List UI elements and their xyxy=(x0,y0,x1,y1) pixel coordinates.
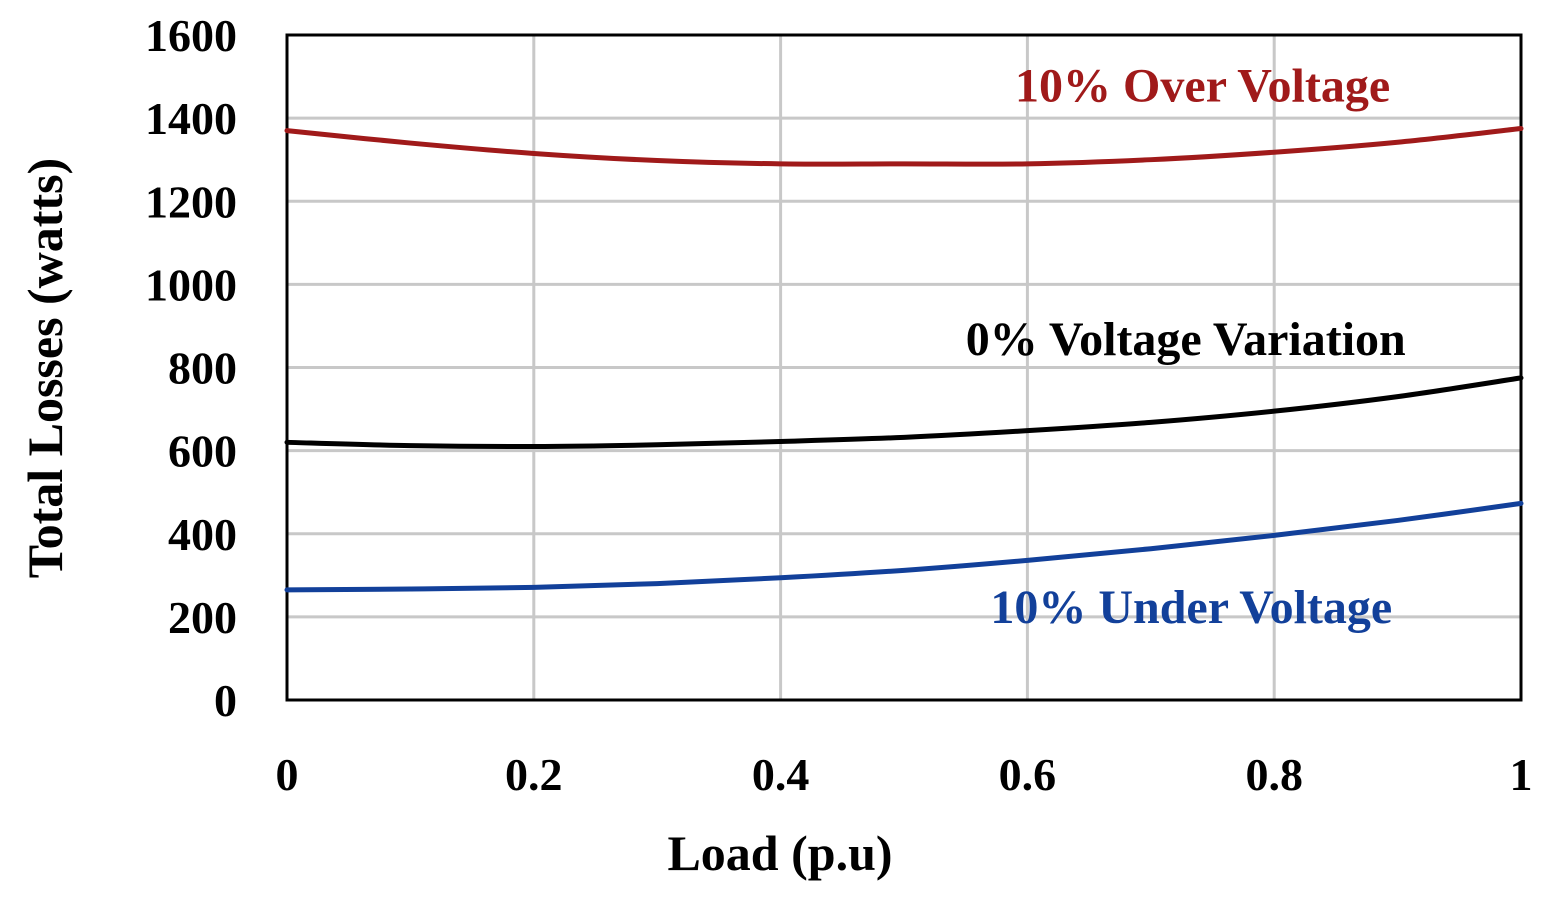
series-group xyxy=(284,126,1524,593)
y-axis-title: Total Losses (watts) xyxy=(17,158,73,578)
y-tick-label: 200 xyxy=(168,592,237,643)
series-labels: 10% Over Voltage 0% Voltage Variation 10% … xyxy=(966,60,1406,635)
y-tick-label: 1000 xyxy=(145,259,237,310)
x-tick-label: 0.8 xyxy=(1245,749,1303,800)
series-line-10pct-over-voltage xyxy=(284,126,1524,167)
series-label-10pct-over-voltage: 10% Over Voltage xyxy=(1015,60,1390,113)
y-tick-label: 600 xyxy=(168,426,237,477)
x-tick-label: 0.4 xyxy=(752,749,810,800)
series-label-0pct-voltage-variation: 0% Voltage Variation xyxy=(966,313,1406,366)
x-tick-label: 1 xyxy=(1510,749,1533,800)
y-tick-label: 800 xyxy=(168,343,237,394)
series-line-0pct-voltage-variation xyxy=(284,375,1524,450)
y-tick-label: 1400 xyxy=(145,93,237,144)
series-line-10pct-under-voltage xyxy=(284,500,1524,593)
x-axis-title: Load (p.u) xyxy=(667,825,892,881)
y-tick-label: 1200 xyxy=(145,176,237,227)
y-tick-label: 400 xyxy=(168,509,237,560)
y-tick-label: 1600 xyxy=(145,10,237,61)
tick-labels: 0 0.2 0.4 0.6 0.8 1 0 200 400 600 800 1000 1200 1400 1… xyxy=(145,10,1533,800)
plot-area-border xyxy=(285,33,1523,702)
y-tick-label: 0 xyxy=(214,675,237,726)
x-tick-label: 0.2 xyxy=(505,749,563,800)
series-label-10pct-under-voltage: 10% Under Voltage xyxy=(990,581,1392,634)
x-tick-label: 0.6 xyxy=(999,749,1057,800)
x-tick-label: 0 xyxy=(276,749,299,800)
